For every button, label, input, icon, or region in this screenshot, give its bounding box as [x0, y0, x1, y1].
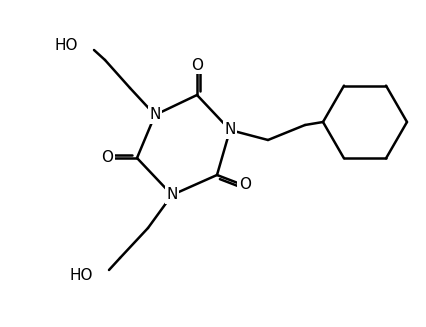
Text: N: N	[224, 123, 235, 137]
Text: O: O	[190, 58, 202, 73]
Text: HO: HO	[55, 38, 78, 53]
Text: N: N	[149, 108, 160, 123]
Text: O: O	[101, 150, 113, 165]
Text: HO: HO	[69, 267, 93, 283]
Text: O: O	[239, 178, 250, 193]
Text: N: N	[166, 187, 177, 202]
